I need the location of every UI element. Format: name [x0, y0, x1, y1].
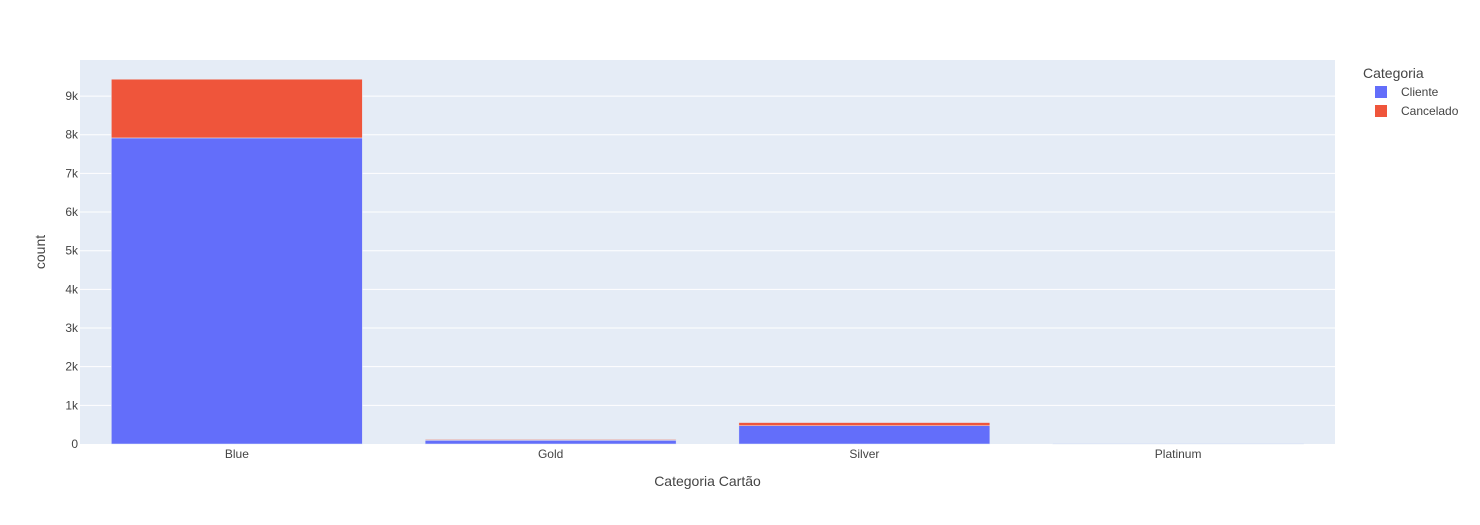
y-tick-label: 3k: [65, 321, 79, 335]
x-axis-title: Categoria Cartão: [654, 473, 761, 489]
bars: [111, 78, 1304, 445]
y-tick-label: 9k: [65, 89, 79, 103]
legend: Categoria Cliente Cancelado: [1363, 65, 1459, 118]
x-tick-label: Platinum: [1155, 447, 1202, 461]
legend-title: Categoria: [1363, 65, 1424, 81]
y-tick-label: 5k: [65, 244, 79, 258]
legend-label-cliente[interactable]: Cliente: [1401, 85, 1439, 99]
legend-swatch-cliente[interactable]: [1375, 86, 1387, 98]
bar-cancelado-blue[interactable]: [111, 78, 363, 139]
legend-swatch-cancelado[interactable]: [1375, 105, 1387, 117]
bar-cliente-blue[interactable]: [111, 137, 363, 445]
y-tick-label: 0: [71, 437, 78, 451]
y-tick-label: 1k: [65, 398, 79, 412]
bar-cancelado-gold[interactable]: [424, 439, 677, 441]
bar-cancelado-silver[interactable]: [738, 422, 991, 426]
y-tick-label: 8k: [65, 128, 79, 142]
y-tick-label: 2k: [65, 360, 79, 374]
y-axis-title: count: [32, 235, 48, 269]
y-tick-label: 4k: [65, 282, 79, 296]
bar-cliente-silver[interactable]: [738, 425, 991, 445]
bar-cliente-gold[interactable]: [424, 440, 677, 445]
x-axis-ticks: Blue Gold Silver Platinum: [225, 447, 1202, 461]
x-tick-label: Gold: [538, 447, 563, 461]
y-tick-label: 6k: [65, 205, 79, 219]
y-tick-label: 7k: [65, 166, 79, 180]
legend-label-cancelado[interactable]: Cancelado: [1401, 104, 1459, 118]
x-tick-label: Silver: [849, 447, 879, 461]
y-axis-ticks: 0 1k 2k 3k 4k 5k 6k 7k 8k 9k: [65, 89, 79, 451]
x-tick-label: Blue: [225, 447, 249, 461]
